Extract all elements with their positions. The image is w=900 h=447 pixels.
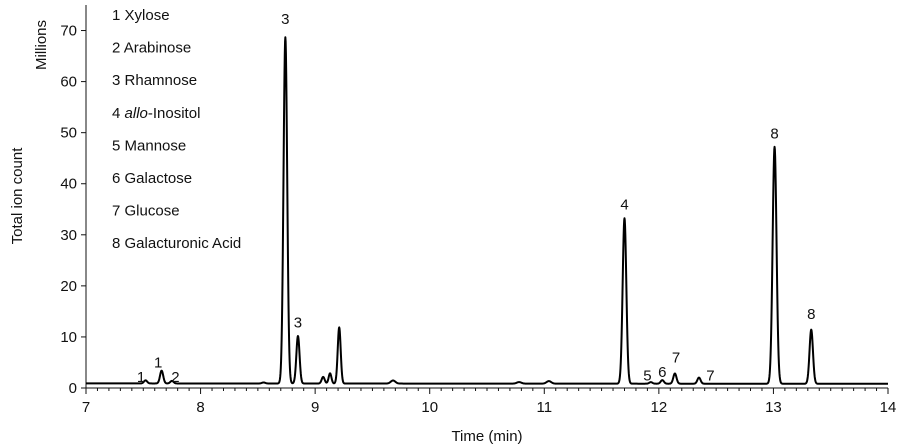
legend-entry-number: 3 [112, 72, 120, 89]
legend-entry: 6 Galactose [112, 170, 192, 187]
x-axis-label: Time (min) [451, 428, 522, 445]
legend-entry-number: 5 [112, 137, 120, 154]
x-axis-ticks: 7 8 9 10 11 12 13 14 [82, 388, 897, 416]
legend-entry-prefix: allo [125, 105, 148, 122]
peak-label: 4 [620, 196, 628, 213]
y-tick-label: 30 [60, 227, 77, 244]
x-tick-label: 12 [651, 399, 668, 416]
y-tick-label: 60 [60, 74, 77, 91]
legend-entry-separator: - [148, 105, 153, 122]
peak-label: 8 [770, 125, 778, 142]
legend-entry-name: Arabinose [124, 40, 192, 57]
legend-entry: 1 Xylose [112, 7, 170, 24]
y-tick-label: 40 [60, 176, 77, 193]
y-tick-label: 20 [60, 278, 77, 295]
legend-entry-name: Rhamnose [125, 72, 198, 89]
legend-entry: 5 Mannose [112, 137, 186, 154]
x-tick-label: 8 [196, 399, 204, 416]
y-axis-label: Total ion count [9, 147, 26, 245]
legend-entry-number: 8 [112, 235, 120, 252]
legend-entry-name: Mannose [125, 137, 187, 154]
legend-entry-name: Galactose [125, 170, 193, 187]
chromatogram-trace [85, 36, 889, 385]
peak-label: 7 [672, 349, 680, 366]
legend-entry: 8 Galacturonic Acid [112, 235, 241, 252]
peak-label: 8 [807, 306, 815, 323]
peak-label: 6 [658, 364, 666, 381]
legend-entry-number: 2 [112, 40, 120, 57]
x-tick-label: 13 [765, 399, 782, 416]
y-tick-label: 50 [60, 125, 77, 142]
legend-entry-number: 4 [112, 105, 120, 122]
peak-label: 5 [643, 367, 651, 384]
x-tick-label: 11 [536, 399, 552, 416]
peak-label: 1 [137, 369, 145, 386]
peak-label: 1 [154, 355, 162, 372]
legend-entry-name: Inositol [153, 105, 201, 122]
y-axis-unit: Millions [33, 20, 50, 70]
peak-label: 3 [294, 315, 302, 332]
y-tick-label: 70 [60, 23, 77, 40]
x-tick-label: 7 [82, 399, 90, 416]
x-tick-label: 14 [880, 399, 897, 416]
y-tick-label: 0 [69, 380, 77, 397]
peak-label: 7 [706, 367, 714, 384]
legend-entry-name: Glucose [125, 203, 180, 220]
legend-entry-number: 7 [112, 203, 120, 220]
peak-label: 3 [281, 11, 289, 28]
legend-entry-name: Xylose [125, 7, 170, 24]
y-tick-label: 10 [60, 329, 77, 346]
legend-entry-number: 6 [112, 170, 120, 187]
legend-entry: 4 allo-Inositol [112, 105, 200, 122]
x-tick-label: 10 [421, 399, 438, 416]
legend-entry: 3 Rhamnose [112, 72, 197, 89]
legend-entry-name: Galacturonic Acid [125, 235, 242, 252]
y-axis-ticks: 0 10 20 30 40 50 60 70 [60, 23, 86, 397]
peak-label: 2 [171, 369, 179, 386]
legend-entry: 7 Glucose [112, 203, 180, 220]
legend-entry: 2 Arabinose [112, 40, 191, 57]
x-tick-label: 9 [311, 399, 319, 416]
legend-entry-number: 1 [112, 7, 120, 24]
